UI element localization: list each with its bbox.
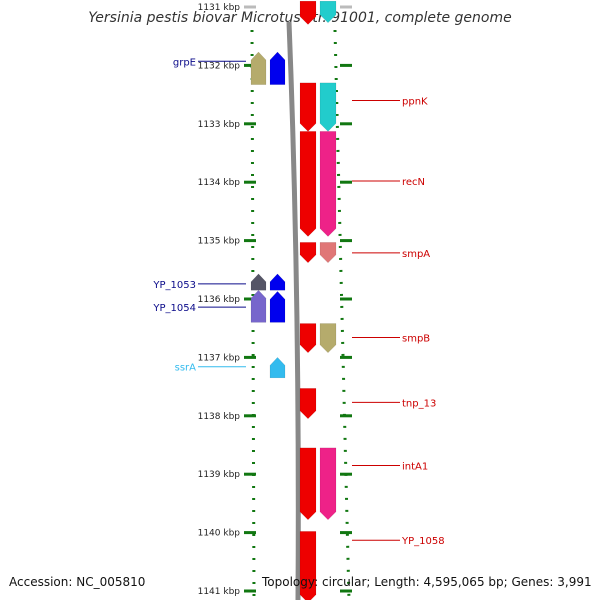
cds-feature-arrow[interactable] bbox=[269, 357, 286, 379]
cog-feature-arrow[interactable] bbox=[319, 0, 337, 24]
label-layer: grpE YP_1053 YP_1054 ssrA ppnK recN smpA smpB tn… bbox=[152, 57, 444, 547]
cog-feature-arrow[interactable] bbox=[319, 131, 337, 237]
cog-feature-arrow[interactable] bbox=[250, 273, 267, 291]
kbp-tick-label: 1137 kbp bbox=[198, 353, 241, 363]
gene-label-ppnk[interactable]: ppnK bbox=[402, 96, 428, 107]
cds-feature-arrow[interactable] bbox=[299, 447, 317, 521]
kbp-tick-label: 1138 kbp bbox=[198, 412, 241, 422]
cds-feature-arrow[interactable] bbox=[269, 291, 286, 323]
kbp-tick-label: 1131 kbp bbox=[198, 3, 241, 13]
accession-text: Accession: NC_005810 bbox=[9, 575, 146, 589]
kbp-tick-label: 1132 kbp bbox=[198, 61, 241, 71]
cog-feature-arrow[interactable] bbox=[319, 242, 337, 264]
kbp-tick-label: 1140 kbp bbox=[198, 529, 241, 539]
topology-info-text: Topology: circular; Length: 4,595,065 bp… bbox=[262, 575, 592, 589]
dotted-track-right bbox=[333, 29, 351, 600]
gene-label-yp_1058[interactable]: YP_1058 bbox=[401, 536, 445, 547]
cds-feature-arrow[interactable] bbox=[299, 531, 317, 600]
genome-backbone bbox=[286, 21, 301, 600]
gene-label-ssra[interactable]: ssrA bbox=[175, 363, 197, 374]
cog-feature-arrow[interactable] bbox=[250, 289, 267, 323]
gene-label-smpa[interactable]: smpA bbox=[402, 249, 430, 260]
cog-feature-arrow[interactable] bbox=[319, 447, 337, 521]
cds-feature-arrow[interactable] bbox=[299, 82, 317, 132]
cds-feature-arrow[interactable] bbox=[299, 242, 317, 264]
cog-feature-arrow[interactable] bbox=[319, 82, 337, 132]
cds-feature-arrow[interactable] bbox=[299, 323, 317, 354]
map-title: Yersinia pestis biovar Microtus str. 910… bbox=[88, 10, 512, 26]
kbp-tick-label: 1136 kbp bbox=[198, 295, 241, 305]
gene-label-grpe[interactable]: grpE bbox=[173, 57, 196, 68]
gene-label-tnp_13[interactable]: tnp_13 bbox=[402, 398, 436, 409]
gene-label-inta1[interactable]: intA1 bbox=[402, 461, 428, 472]
cds-feature-arrow[interactable] bbox=[299, 131, 317, 237]
cds-feature-arrow[interactable] bbox=[269, 51, 286, 85]
gene-label-yp_1053[interactable]: YP_1053 bbox=[152, 280, 196, 291]
kbp-tick-label: 1134 kbp bbox=[198, 178, 241, 188]
gene-label-yp_1054[interactable]: YP_1054 bbox=[152, 303, 196, 314]
gene-label-smpb[interactable]: smpB bbox=[402, 334, 430, 345]
kbp-tick-label: 1139 kbp bbox=[198, 470, 241, 480]
cds-feature-arrow[interactable] bbox=[269, 273, 286, 291]
cog-feature-arrow[interactable] bbox=[250, 51, 267, 85]
kbp-tick-label: 1133 kbp bbox=[198, 120, 241, 130]
gene-label-recn[interactable]: recN bbox=[402, 177, 425, 188]
kbp-tick-label: 1141 kbp bbox=[198, 587, 241, 597]
kbp-tick-label: 1135 kbp bbox=[198, 237, 241, 247]
tick-layer: 1131 kbp 1132 kbp 1133 kbp 1134 kbp 1135 kbp… bbox=[198, 3, 352, 597]
cds-feature-arrow[interactable] bbox=[299, 0, 317, 25]
cds-feature-arrow[interactable] bbox=[299, 388, 317, 420]
cog-feature-arrow[interactable] bbox=[319, 323, 337, 354]
feature-layer bbox=[250, 0, 337, 600]
